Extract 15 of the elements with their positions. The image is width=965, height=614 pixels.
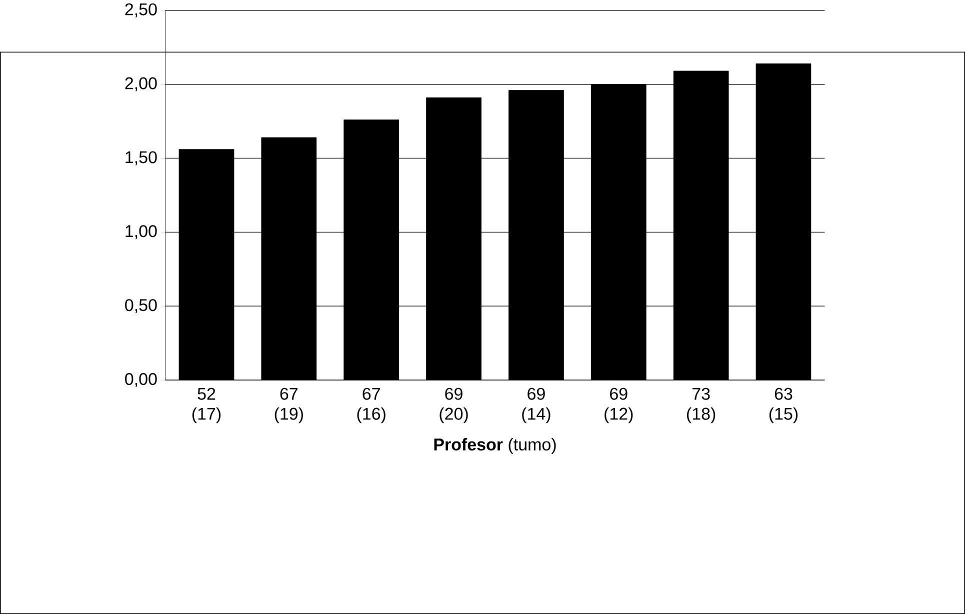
x-axis-title: Profesor (tumo)	[434, 438, 556, 454]
y-tick-label: 2,50	[125, 3, 157, 18]
x-tick-label: 52 (17)	[192, 388, 221, 424]
x-tick-label: 69 (20)	[440, 388, 468, 424]
y-tick-label: 1,00	[126, 225, 157, 240]
x-tick-label: 67 (19)	[274, 388, 303, 424]
y-tick-label: 0,50	[125, 299, 157, 314]
x-tick-label: 69 (14)	[522, 388, 550, 424]
x-tick-label: 69 (12)	[604, 388, 633, 424]
x-tick-label: 63 (15)	[769, 388, 798, 424]
x-tick-label: 67 (16)	[357, 388, 386, 424]
y-tick-label: 2,00	[125, 77, 157, 92]
x-tick-label: 73 (18)	[687, 388, 716, 424]
y-tick-label: 1,50	[126, 151, 157, 166]
y-tick-label: 0,00	[125, 372, 157, 388]
